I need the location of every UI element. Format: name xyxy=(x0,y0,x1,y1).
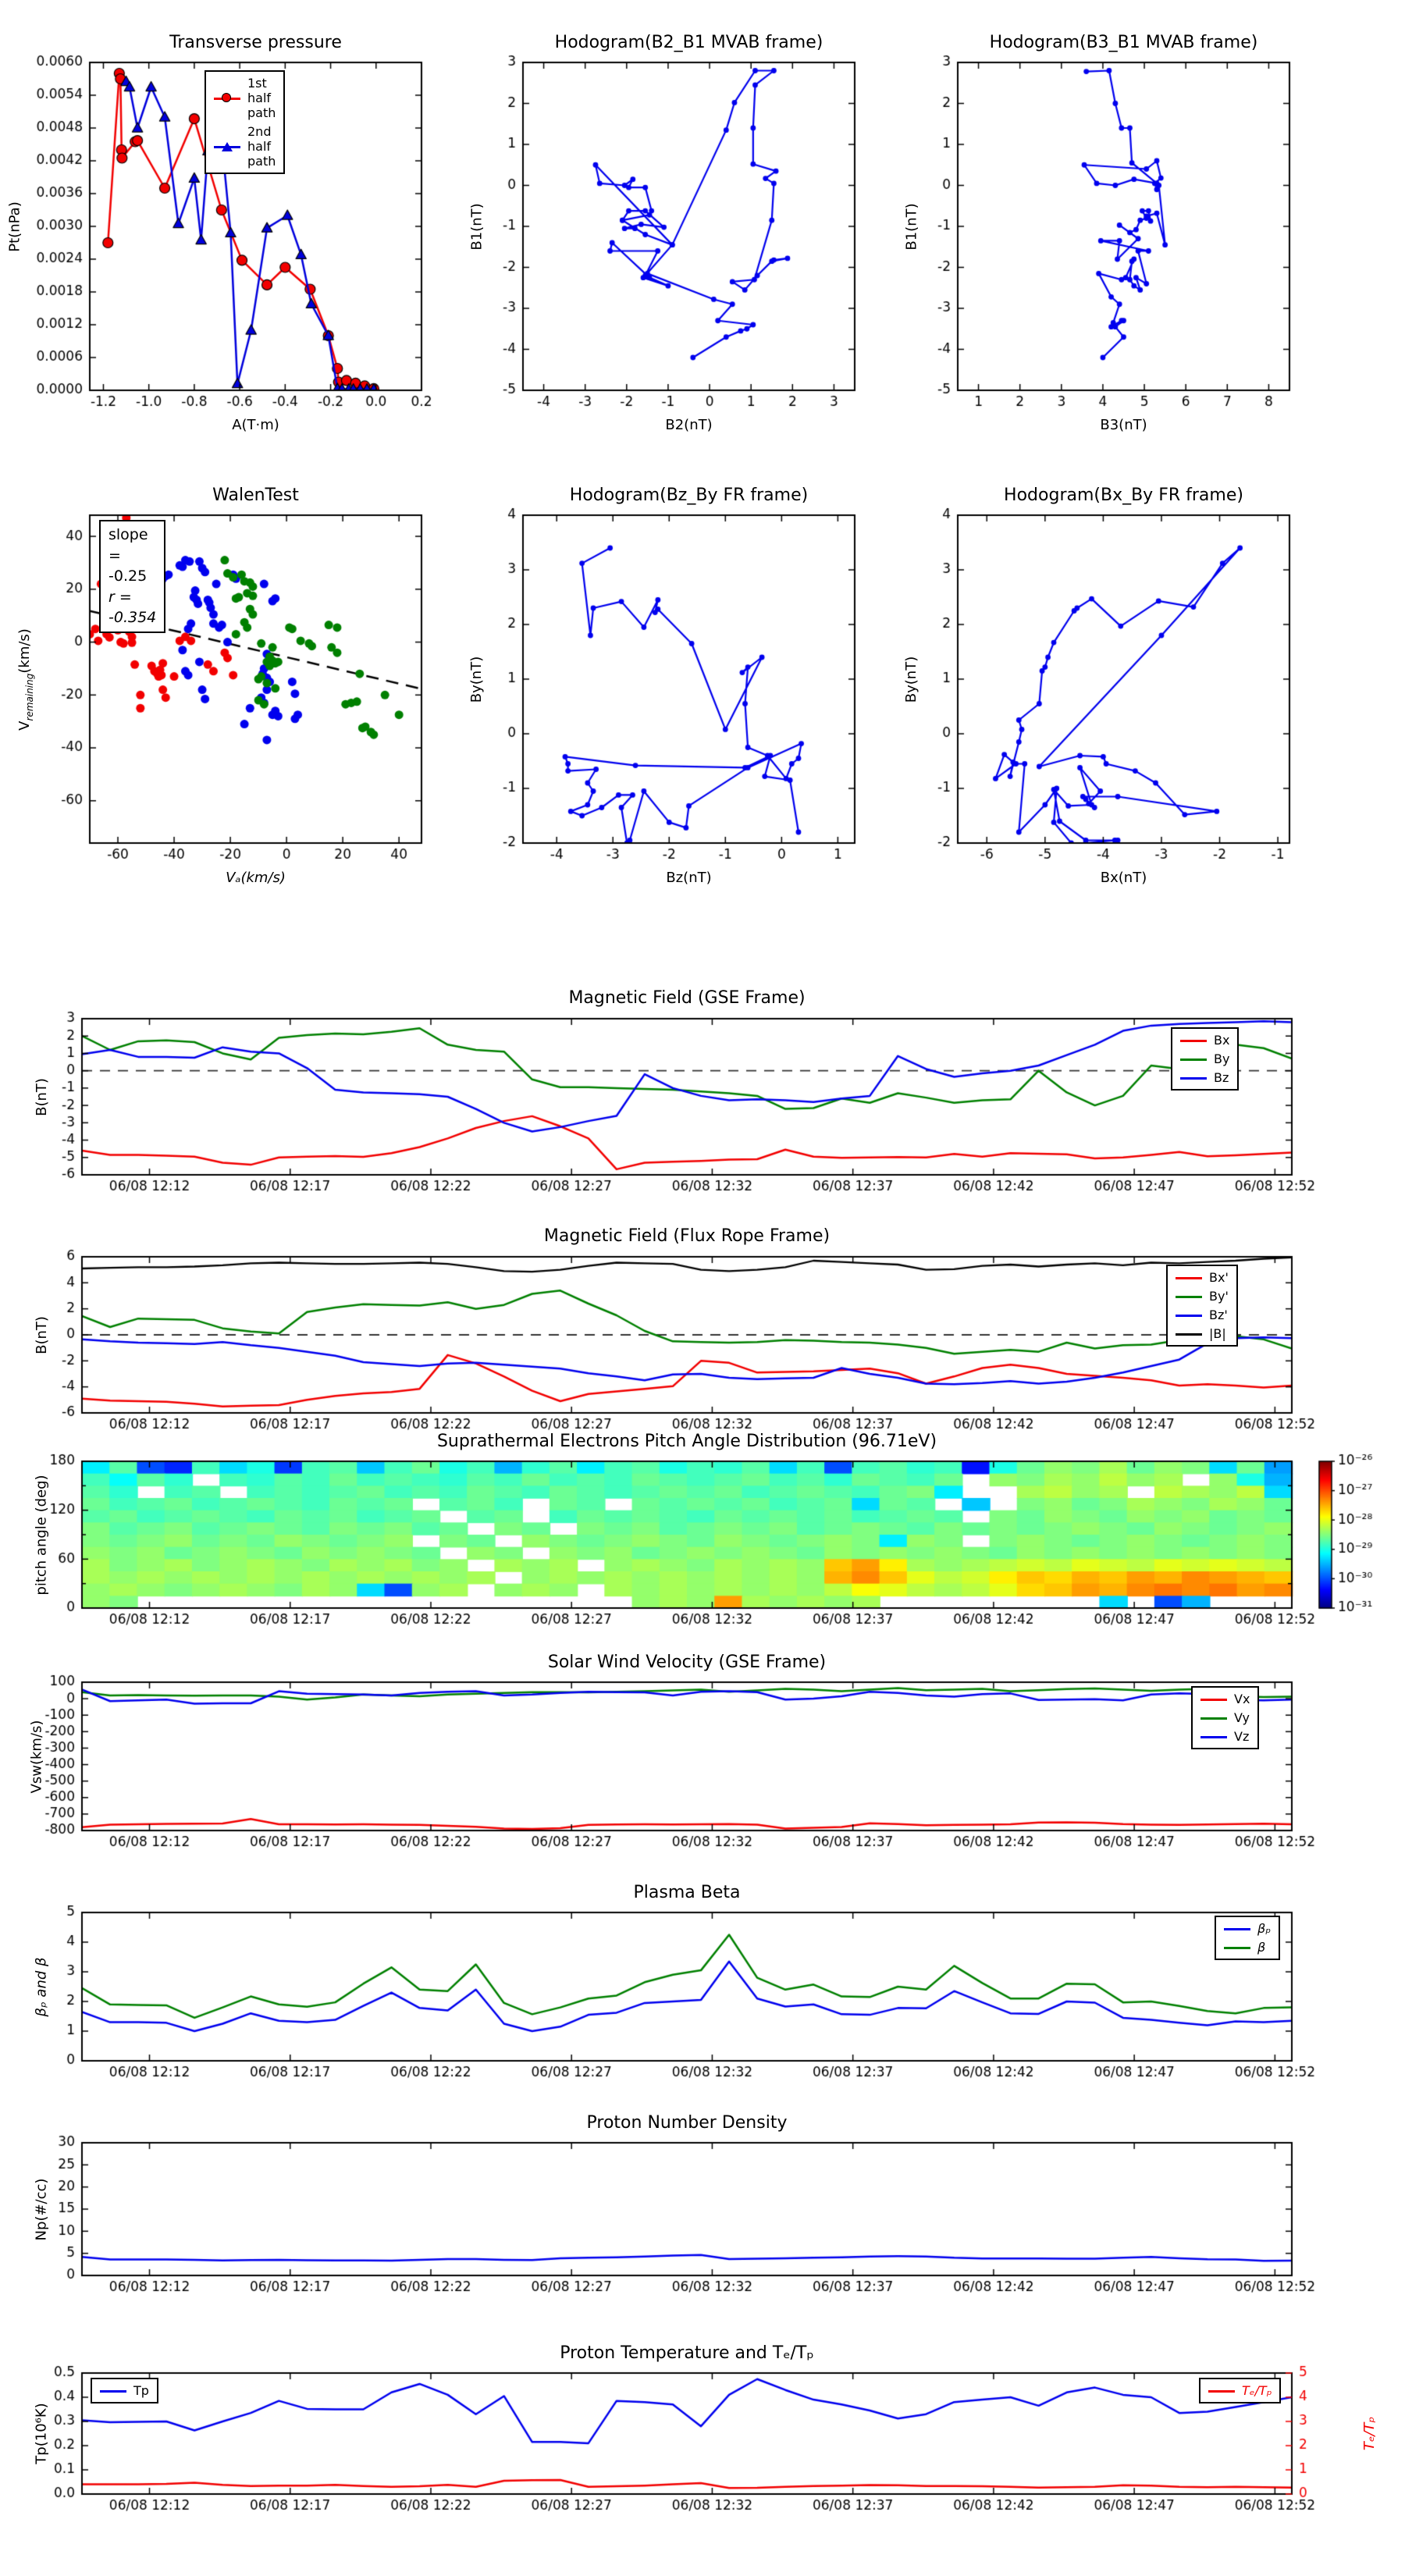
panel-title: Transverse pressure xyxy=(169,33,342,52)
legend-label: Vx xyxy=(1234,1692,1250,1706)
legend-item-1sthalfpath: 1st half path xyxy=(214,76,276,120)
legend-swatch xyxy=(214,92,240,104)
legend-label: Vy xyxy=(1234,1710,1250,1725)
legend-label: Vz xyxy=(1234,1729,1250,1744)
panel-title: Magnetic Field (Flux Rope Frame) xyxy=(543,1226,831,1246)
legend-swatch xyxy=(1180,1035,1207,1046)
y2-axis-label: Tₑ/Tₚ xyxy=(1361,2416,1378,2451)
legend-swatch xyxy=(1176,1310,1202,1321)
y-axis-label: Pt(nPa) xyxy=(6,201,23,252)
panel-title: Magnetic Field (GSE Frame) xyxy=(568,988,806,1008)
x-axis-label: B3(nT) xyxy=(1100,417,1147,433)
legend: Bx' By' Bz' |B| xyxy=(1166,1265,1238,1347)
x-axis-label: A(T·m) xyxy=(232,417,279,433)
legend-item-bx: Bx' xyxy=(1176,1270,1229,1285)
y-axis-label: B1(nT) xyxy=(468,202,486,251)
panel-title: Proton Temperature and Tₑ/Tₚ xyxy=(560,2343,814,2363)
y-axis-label: Vsw(km/s) xyxy=(28,1720,45,1793)
legend-label: βₚ xyxy=(1257,1921,1272,1936)
legend-swatch xyxy=(1224,1923,1250,1934)
legend-label: 2nd half path xyxy=(247,124,276,169)
y-axis-label: By(nT) xyxy=(468,656,486,703)
legend-item-by: By' xyxy=(1176,1289,1229,1304)
legend-label: Tₑ/Tₚ xyxy=(1242,2383,1272,2398)
legend: 1st half path 2nd half path xyxy=(205,70,286,174)
y-axis-label: βₚ and β xyxy=(33,1957,50,2016)
legend-right: Tₑ/Tₚ xyxy=(1199,2378,1282,2403)
legend-swatch xyxy=(1180,1073,1207,1083)
legend-swatch xyxy=(1200,1694,1227,1705)
legend-swatch xyxy=(1200,1731,1227,1742)
legend-label: |B| xyxy=(1209,1326,1226,1341)
y-axis-label: B(nT) xyxy=(33,1315,50,1354)
legend-item-by: By xyxy=(1180,1051,1229,1066)
legend-swatch xyxy=(1176,1329,1202,1340)
legend-swatch xyxy=(1180,1054,1207,1065)
legend-item-2ndhalfpath: 2nd half path xyxy=(214,124,276,169)
legend-item-: β xyxy=(1224,1940,1271,1955)
legend-label: Tp xyxy=(133,2383,149,2398)
legend-item-bx: Bx xyxy=(1180,1033,1229,1048)
legend-item-bz: Bz' xyxy=(1176,1308,1229,1322)
fit-stats-annotation: slope = -0.25 r = -0.354 xyxy=(99,520,166,633)
legend-label: Bz xyxy=(1214,1070,1229,1085)
legend-label: β xyxy=(1257,1940,1266,1955)
legend-swatch xyxy=(1208,2386,1235,2396)
legend-swatch xyxy=(214,141,240,152)
panel-title: Suprathermal Electrons Pitch Angle Distr… xyxy=(436,1432,937,1451)
x-axis-label: B2(nT) xyxy=(665,417,713,433)
legend-item-bz: Bz xyxy=(1180,1070,1229,1085)
legend-item-vz: Vz xyxy=(1200,1729,1250,1744)
legend-label: Bx xyxy=(1214,1033,1230,1048)
panel-title: Proton Number Density xyxy=(586,2113,788,2133)
y-axis-label: Vremaining(km/s) xyxy=(16,628,35,731)
y-axis-label: By(nT) xyxy=(903,656,920,703)
legend-label: Bz' xyxy=(1209,1308,1228,1322)
y-axis-label: pitch angle (deg) xyxy=(33,1474,50,1596)
legend-item-vy: Vy xyxy=(1200,1710,1250,1725)
y-axis-label: B1(nT) xyxy=(903,202,920,251)
panel-title: Hodogram(B2_B1 MVAB frame) xyxy=(554,33,823,52)
legend-swatch xyxy=(100,2386,126,2396)
legend-item-b: |B| xyxy=(1176,1326,1229,1341)
legend: Tp xyxy=(91,2378,158,2403)
legend-swatch xyxy=(1200,1713,1227,1724)
x-axis-label: Bz(nT) xyxy=(666,870,712,886)
legend-item-: βₚ xyxy=(1224,1921,1271,1936)
panel-title: Solar Wind Velocity (GSE Frame) xyxy=(547,1653,827,1672)
x-axis-label: Bx(nT) xyxy=(1100,870,1147,886)
legend-label: By xyxy=(1214,1051,1230,1066)
panel-title: Hodogram(Bx_By FR frame) xyxy=(1004,486,1243,505)
panel-title: Hodogram(Bz_By FR frame) xyxy=(569,486,809,505)
y-axis-label: Tp(10⁶K) xyxy=(33,2403,50,2464)
y-axis-label: Np(#/cc) xyxy=(33,2178,50,2240)
legend-item-vx: Vx xyxy=(1200,1692,1250,1706)
slope-value: slope = -0.25 xyxy=(108,526,148,585)
panel-title: Plasma Beta xyxy=(633,1883,741,1902)
y-axis-label: B(nT) xyxy=(33,1077,50,1116)
legend: βₚ β xyxy=(1215,1916,1281,1960)
legend-swatch xyxy=(1224,1942,1250,1953)
legend-label: Bx' xyxy=(1209,1270,1229,1285)
correlation-value: r = -0.354 xyxy=(108,588,157,627)
legend: Bx By Bz xyxy=(1171,1027,1240,1091)
panel-title: WalenTest xyxy=(212,486,299,505)
legend-label: 1st half path xyxy=(247,76,276,120)
panel-title: Hodogram(B3_B1 MVAB frame) xyxy=(989,33,1258,52)
legend-item-tp: Tp xyxy=(100,2383,149,2398)
legend-label: By' xyxy=(1209,1289,1229,1304)
legend-swatch xyxy=(1176,1291,1202,1302)
legend-swatch xyxy=(1176,1272,1202,1283)
legend-item-tt: Tₑ/Tₚ xyxy=(1208,2383,1272,2398)
x-axis-label: Vₐ(km/s) xyxy=(226,870,286,886)
legend: Vx Vy Vz xyxy=(1191,1686,1260,1749)
